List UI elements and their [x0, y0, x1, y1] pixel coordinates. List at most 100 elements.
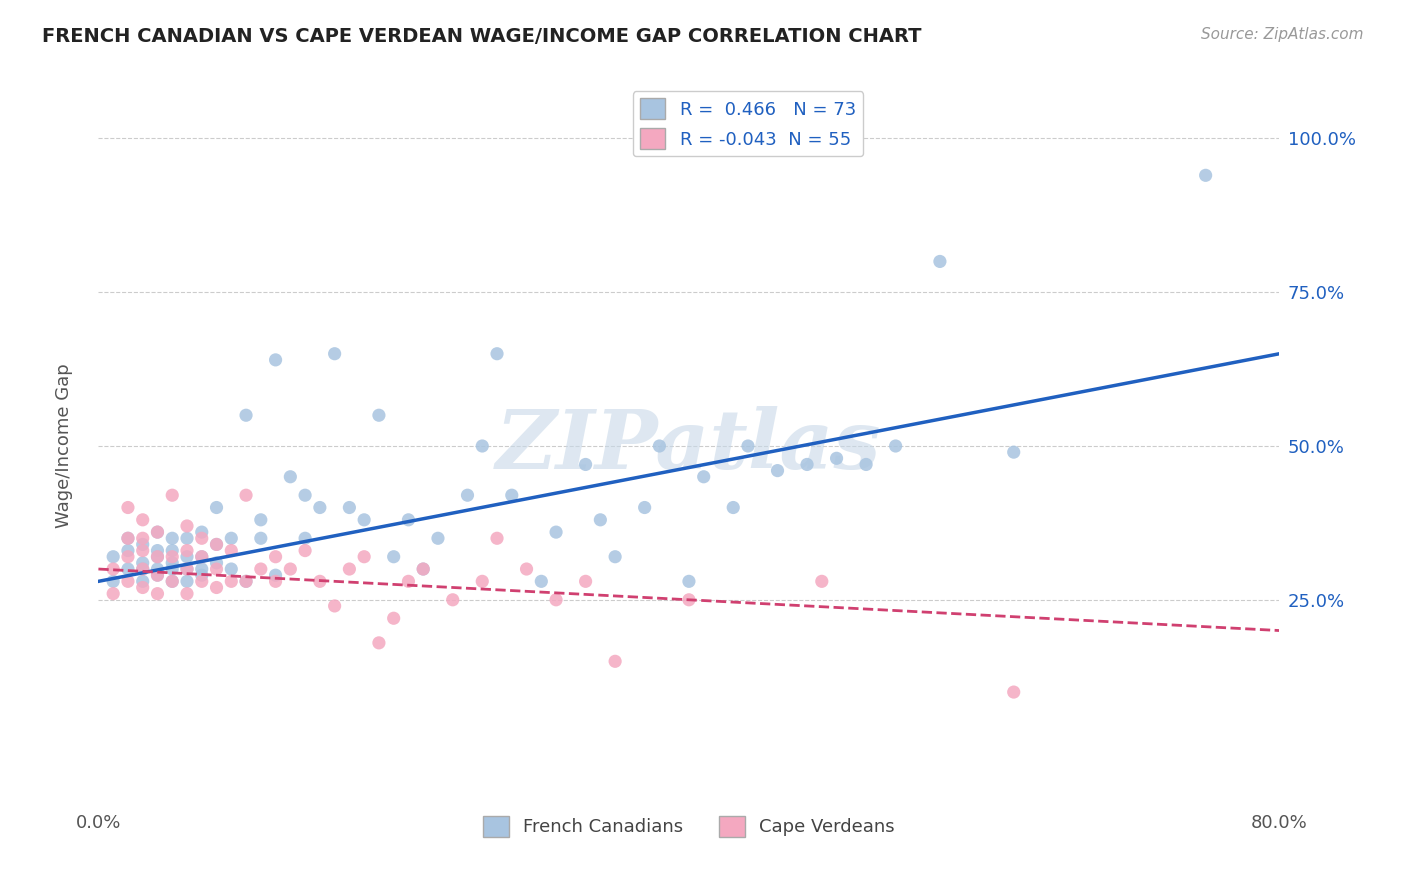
- Point: [855, 458, 877, 472]
- Point: [353, 513, 375, 527]
- Point: [471, 574, 494, 589]
- Point: [353, 549, 375, 564]
- Point: [103, 562, 125, 576]
- Point: [648, 439, 671, 453]
- Point: [825, 451, 848, 466]
- Point: [132, 574, 155, 589]
- Point: [205, 581, 228, 595]
- Point: [323, 347, 346, 361]
- Point: [162, 574, 183, 589]
- Point: [235, 488, 257, 502]
- Point: [117, 549, 139, 564]
- Point: [176, 562, 198, 576]
- Point: [191, 525, 214, 540]
- Point: [501, 488, 523, 502]
- Point: [884, 439, 907, 453]
- Point: [810, 574, 832, 589]
- Point: [146, 562, 169, 576]
- Point: [250, 562, 273, 576]
- Point: [176, 543, 198, 558]
- Point: [117, 543, 139, 558]
- Point: [132, 562, 155, 576]
- Point: [205, 556, 228, 570]
- Point: [103, 549, 125, 564]
- Point: [796, 458, 818, 472]
- Point: [176, 574, 198, 589]
- Point: [1002, 685, 1025, 699]
- Point: [191, 531, 214, 545]
- Point: [1195, 169, 1218, 183]
- Point: [146, 587, 169, 601]
- Text: ZIPatlas: ZIPatlas: [496, 406, 882, 486]
- Point: [176, 587, 198, 601]
- Point: [766, 464, 789, 478]
- Point: [191, 549, 214, 564]
- Point: [205, 537, 228, 551]
- Point: [457, 488, 479, 502]
- Point: [162, 531, 183, 545]
- Point: [103, 574, 125, 589]
- Point: [132, 581, 155, 595]
- Point: [323, 599, 346, 613]
- Point: [382, 549, 405, 564]
- Point: [678, 574, 700, 589]
- Point: [132, 531, 155, 545]
- Point: [678, 592, 700, 607]
- Point: [339, 500, 361, 515]
- Point: [117, 574, 139, 589]
- Point: [634, 500, 657, 515]
- Point: [427, 531, 450, 545]
- Point: [264, 549, 287, 564]
- Point: [146, 549, 169, 564]
- Point: [737, 439, 759, 453]
- Point: [191, 562, 214, 576]
- Point: [441, 592, 464, 607]
- Point: [117, 500, 139, 515]
- Point: [162, 543, 183, 558]
- Point: [176, 519, 198, 533]
- Point: [221, 531, 243, 545]
- Point: [486, 531, 509, 545]
- Point: [132, 513, 155, 527]
- Point: [516, 562, 538, 576]
- Point: [605, 549, 627, 564]
- Point: [412, 562, 434, 576]
- Point: [205, 562, 228, 576]
- Point: [294, 488, 316, 502]
- Point: [309, 574, 332, 589]
- Point: [235, 574, 257, 589]
- Point: [221, 562, 243, 576]
- Point: [264, 574, 287, 589]
- Legend: French Canadians, Cape Verdeans: French Canadians, Cape Verdeans: [477, 808, 901, 844]
- Point: [264, 568, 287, 582]
- Point: [191, 568, 214, 582]
- Point: [162, 562, 183, 576]
- Point: [250, 513, 273, 527]
- Text: Source: ZipAtlas.com: Source: ZipAtlas.com: [1201, 27, 1364, 42]
- Point: [146, 525, 169, 540]
- Point: [546, 592, 568, 607]
- Point: [605, 654, 627, 668]
- Point: [146, 568, 169, 582]
- Point: [191, 549, 214, 564]
- Point: [235, 409, 257, 423]
- Point: [589, 513, 612, 527]
- Point: [117, 562, 139, 576]
- Point: [132, 562, 155, 576]
- Point: [530, 574, 553, 589]
- Point: [205, 500, 228, 515]
- Point: [205, 537, 228, 551]
- Point: [191, 574, 214, 589]
- Point: [723, 500, 745, 515]
- Text: FRENCH CANADIAN VS CAPE VERDEAN WAGE/INCOME GAP CORRELATION CHART: FRENCH CANADIAN VS CAPE VERDEAN WAGE/INC…: [42, 27, 922, 45]
- Point: [368, 409, 391, 423]
- Point: [146, 525, 169, 540]
- Point: [309, 500, 332, 515]
- Point: [235, 574, 257, 589]
- Point: [412, 562, 434, 576]
- Point: [280, 469, 302, 483]
- Point: [486, 347, 509, 361]
- Point: [176, 562, 198, 576]
- Point: [221, 574, 243, 589]
- Point: [146, 568, 169, 582]
